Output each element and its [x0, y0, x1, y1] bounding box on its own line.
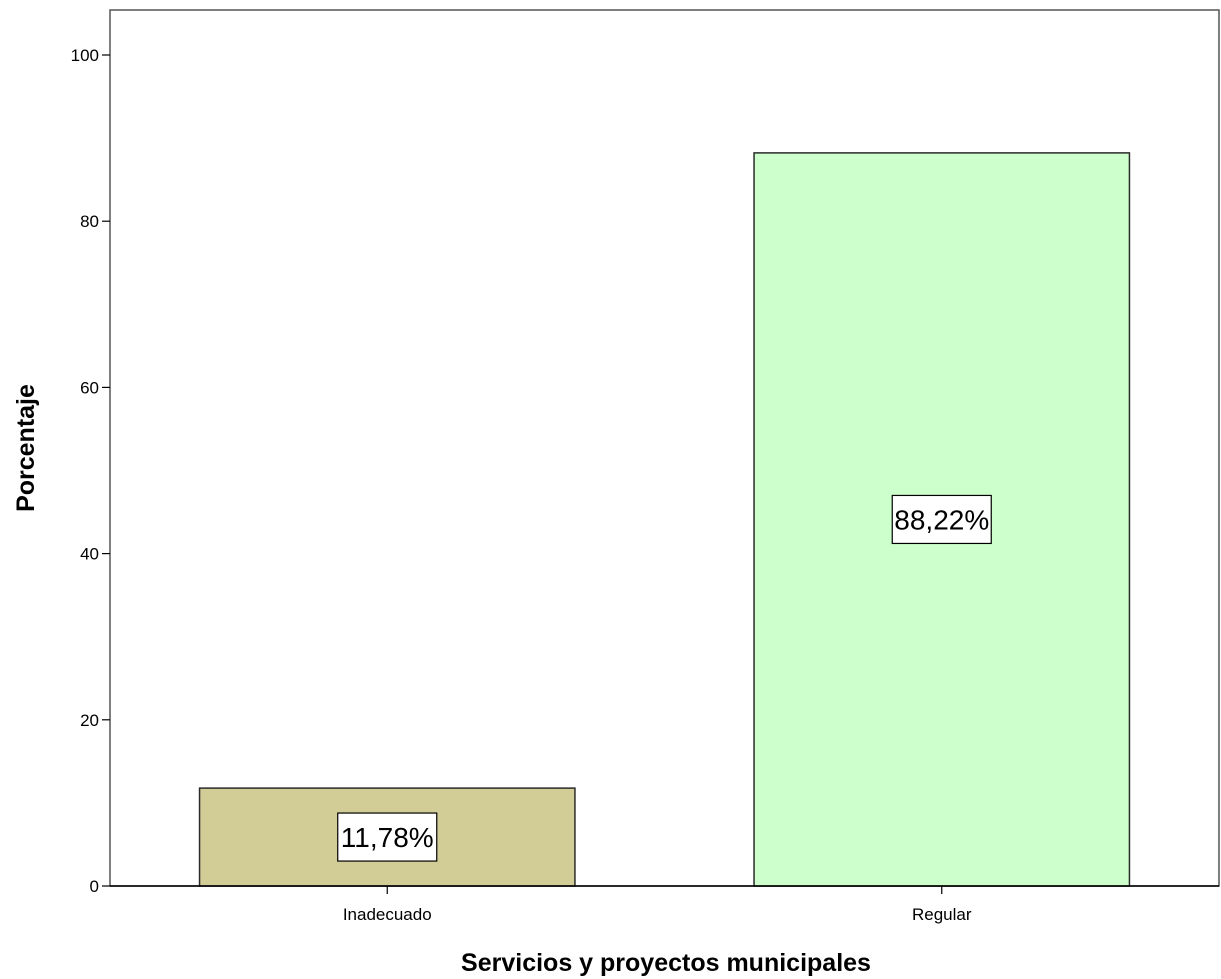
y-tick-label: 60	[80, 378, 99, 397]
x-axis: Inadecuado Regular	[110, 885, 1219, 924]
y-axis: 0 20 40 60 80 100	[71, 46, 110, 896]
data-label: 11,78%	[341, 822, 434, 853]
y-axis-title: Porcentaje	[12, 384, 40, 512]
y-tick-label: 20	[80, 711, 99, 730]
y-tick-label: 100	[71, 46, 99, 65]
y-tick-label: 0	[90, 877, 99, 896]
data-labels-group: 11,78% 88,22%	[337, 494, 992, 862]
x-axis-title: Servicios y proyectos municipales	[461, 949, 871, 977]
data-label-box	[891, 494, 992, 545]
x-category-label: Regular	[912, 905, 972, 924]
data-label-box	[337, 812, 438, 862]
x-category-label: Inadecuado	[343, 905, 432, 924]
y-tick-label: 80	[80, 212, 99, 231]
y-tick-label: 40	[80, 545, 99, 564]
data-label: 88,22%	[894, 504, 989, 535]
